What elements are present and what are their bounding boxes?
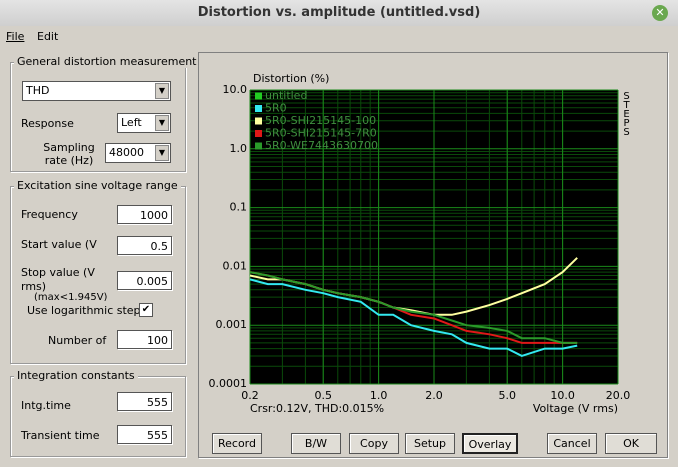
x-tick-label: 20.0 [606, 389, 631, 402]
x-tick-label: 5.0 [498, 389, 516, 402]
x-axis-label: Voltage (V rms) [533, 402, 618, 415]
x-tick-label: 1.0 [370, 389, 388, 402]
checkbox[interactable]: ✔ [139, 303, 153, 317]
label: Start value (V [21, 238, 97, 251]
transient-input[interactable]: 555 [117, 425, 172, 444]
legend-label: 5R0-WE7443630700 [265, 139, 378, 152]
label: Sampling rate (Hz) [43, 141, 95, 167]
sampling-select[interactable]: 48000 ▼ [105, 143, 171, 163]
legend-swatch [255, 142, 262, 150]
select-value: 48000 [109, 146, 144, 159]
close-button[interactable]: ✕ [652, 5, 668, 21]
x-tick-label: 0.5 [314, 389, 332, 402]
label: Transient time [21, 429, 100, 442]
legend-label: 5R0-SHI215145-100 [265, 114, 376, 127]
frequency-input[interactable]: 1000 [117, 205, 172, 224]
label-note: (max<1.945V) [34, 292, 108, 301]
y-tick-label: 10.0 [223, 83, 248, 96]
legend-label: 5R0-SHI215145-7R0 [265, 127, 377, 140]
x-tick-label: 10.0 [550, 389, 575, 402]
series-line [249, 271, 578, 344]
intg-input[interactable]: 555 [117, 392, 172, 411]
y-tick-label: 0.001 [216, 318, 248, 331]
x-tick-label: 2.0 [425, 389, 443, 402]
select-value: THD [26, 84, 50, 97]
y-tick-label: 0.1 [230, 201, 248, 214]
button[interactable]: B/W [291, 433, 341, 454]
button[interactable]: Record [212, 433, 262, 454]
legend-label: 5R0 [265, 102, 287, 115]
chart: Distortion (%) Crsr:0.12V, THD:0.015% Vo… [209, 72, 631, 415]
side-label: STEPS [621, 91, 632, 136]
y-tick-label: 0.01 [223, 259, 248, 272]
button[interactable]: Cancel [547, 433, 597, 454]
cursor-text: Crsr:0.12V, THD:0.015% [250, 402, 384, 415]
button[interactable]: OK [605, 433, 657, 454]
chart-title: Distortion (%) [253, 72, 329, 85]
label: Number of [48, 334, 107, 347]
legend-swatch [255, 130, 262, 137]
legend-label: untitled [265, 89, 307, 102]
y-tick-label: 1.0 [230, 142, 248, 155]
legend-swatch [255, 105, 262, 112]
group-title: Integration constants [14, 369, 138, 382]
stop-input[interactable]: 0.005 [117, 271, 172, 290]
y-tick-label: 0.0001 [209, 377, 248, 390]
label: Intg.time [21, 399, 71, 412]
plot-panel [198, 52, 668, 458]
response-select[interactable]: Left ▼ [117, 113, 171, 133]
number-input[interactable]: 100 [117, 330, 172, 349]
menu-file[interactable]: File [6, 30, 25, 43]
select-value: Left [121, 116, 142, 129]
series-line [249, 278, 578, 357]
measurement-select[interactable]: THD ▼ [22, 81, 171, 101]
group-title: General distortion measurement [14, 55, 200, 68]
checkbox-label: Use logarithmic steps [27, 304, 147, 317]
menu-edit[interactable]: Edit [37, 30, 59, 43]
group-title: Excitation sine voltage range [14, 179, 181, 192]
label: Response [21, 117, 74, 130]
window-title: Distortion vs. amplitude (untitled.vsd) [0, 0, 678, 26]
x-tick-label: 0.2 [241, 389, 259, 402]
label: Stop value (V rms) [21, 266, 95, 293]
button[interactable]: Copy [349, 433, 399, 454]
label: Frequency [21, 208, 78, 221]
legend-swatch [255, 92, 262, 100]
button[interactable]: Overlay [462, 433, 518, 454]
start-input[interactable]: 0.5 [117, 236, 172, 255]
legend-swatch [255, 117, 262, 125]
button[interactable]: Setup [405, 433, 455, 454]
